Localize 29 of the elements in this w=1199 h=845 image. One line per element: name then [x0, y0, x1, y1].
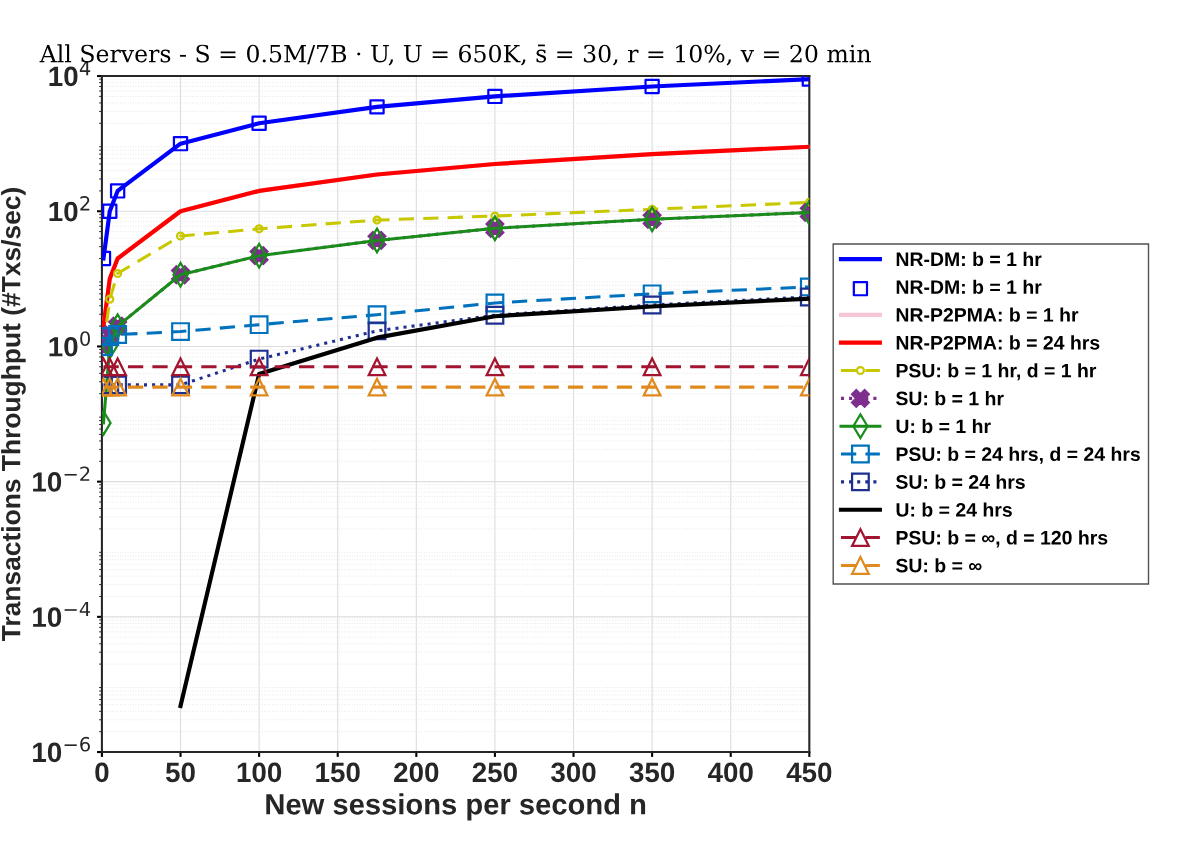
x-tick-label: 150 — [316, 762, 360, 783]
x-tick-label: 250 — [472, 762, 517, 783]
x-tick-label: 50 — [165, 762, 195, 783]
y-axis-title: Transactions Throughput (#Txs/sec) — [1, 188, 26, 642]
x-tick-label: 450 — [786, 762, 832, 783]
legend-label: PSU: b = 1 hr, d = 1 hr — [896, 363, 1097, 381]
x-tick-label: 350 — [629, 762, 675, 783]
legend-label: NR-DM: b = 1 hr — [896, 279, 1042, 294]
x-axis-title: New sessions per second n — [266, 793, 646, 821]
legend-label: SU: b = ∞ — [895, 558, 982, 573]
y-tick-label: 10$^{−4}$ — [33, 601, 91, 627]
y-tick-label: 10$^{2}$ — [49, 196, 90, 222]
legend-label: SU: b = 1 hr — [895, 391, 1004, 406]
y-tick-label: 10$^{0}$ — [49, 331, 90, 357]
legend-label: U: b = 24 hrs — [896, 502, 1012, 517]
x-tick-label: 400 — [707, 762, 753, 783]
x-tick-label: 200 — [394, 762, 439, 783]
legend-label: PSU: b = ∞, d = 120 hrs — [896, 530, 1108, 548]
legend-label: U: b = 1 hr — [896, 418, 991, 434]
legend-label: NR-P2PMA: b = 1 hr — [896, 307, 1079, 322]
legend-label: PSU: b = 24 hrs, d = 24 hrs — [896, 446, 1140, 464]
legend-label: NR-DM: b = 1 hr — [896, 251, 1042, 267]
x-tick-label: 0 — [95, 762, 109, 783]
x-tick-label: 300 — [550, 762, 596, 783]
legend-label: SU: b = 24 hrs — [895, 474, 1025, 489]
legend-label: NR-P2PMA: b = 24 hrs — [896, 335, 1100, 350]
y-tick-label: 10$^{−6}$ — [33, 736, 90, 763]
y-tick-label: 10$^{−2}$ — [33, 466, 90, 492]
x-tick-label: 100 — [237, 762, 282, 783]
